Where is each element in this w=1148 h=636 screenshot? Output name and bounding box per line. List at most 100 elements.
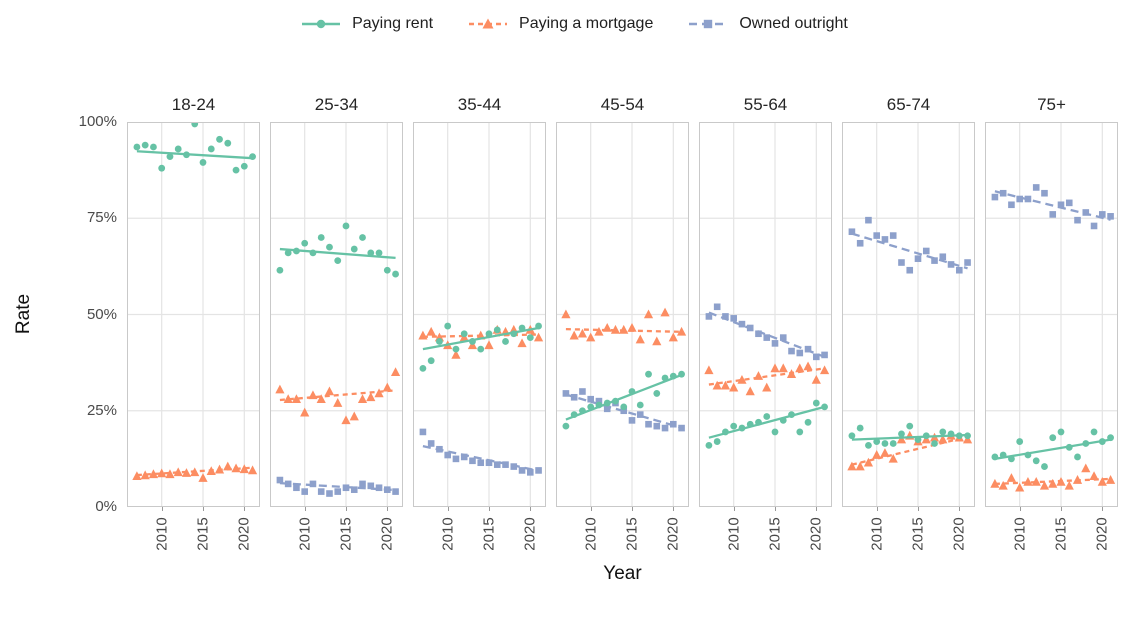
data-point-owned [889,232,897,239]
data-point-rent [249,153,256,161]
data-point-rent [469,338,476,345]
data-point-owned [1032,184,1040,191]
data-point-owned [620,407,628,415]
data-point-owned [645,420,652,428]
data-point-rent [804,418,812,426]
y-tick-label: 100% [78,113,117,130]
data-point-rent [444,322,452,330]
trend-line-owned [994,190,1111,221]
data-point-mortgage [712,380,722,390]
facet-strip-label: 18-24 [171,95,216,114]
x-tick-label: 2015 [623,517,641,551]
data-point-owned [301,488,308,495]
data-point-rent [705,442,713,449]
data-point-owned [587,395,594,403]
data-point-owned [678,424,685,432]
data-point-rent [317,234,325,241]
y-tick-label: 50% [86,305,117,323]
data-point-rent [436,338,443,345]
data-point-rent [763,413,771,420]
x-tick-label: 2010 [868,517,886,551]
data-point-rent [359,234,366,241]
data-point-owned [309,480,317,488]
data-point-mortgage [382,382,392,392]
legend-item-owned-outright: Owned outright [687,15,848,33]
data-point-owned [1090,222,1098,230]
data-point-owned [317,488,325,495]
data-point-rent [375,249,383,257]
data-point-rent [889,440,897,447]
data-point-mortgage [778,363,788,373]
data-point-mortgage [998,480,1008,490]
facet-plot-panel [842,122,975,507]
x-tick-mark [530,507,532,511]
facet-75+: 75+ 2010 2015 2020 [985,88,1118,561]
data-point-mortgage [132,471,142,480]
x-tick-mark [959,507,961,511]
data-point-owned [788,347,795,355]
data-point-owned [821,351,828,359]
x-tick-mark [632,507,633,511]
data-point-owned [636,411,644,418]
data-point-rent [713,438,721,445]
x-tick-mark [876,507,878,511]
x-tick-mark [161,507,163,511]
trend-line-rent [422,326,539,351]
data-point-rent [419,365,427,372]
data-point-mortgage [577,328,588,338]
data-point-rent [865,442,872,449]
x-tick-label: 2020 [1093,517,1111,551]
data-point-owned [670,420,677,428]
data-point-rent [796,428,804,436]
x-tick-mark [244,507,246,511]
data-point-owned [510,463,518,470]
data-point-rent [535,322,542,330]
data-point-mortgage [762,382,772,392]
data-point-mortgage [275,384,285,394]
data-point-owned [1049,211,1057,218]
x-tick-mark [447,507,449,511]
data-point-mortgage [704,365,714,375]
data-point-owned [284,480,292,488]
x-tick-label: 2010 [439,517,457,551]
x-tick-mark [203,507,204,511]
x-tick-label: 2015 [480,517,498,551]
facet-18-24: 18-24 2010 2015 2020 [127,88,260,561]
data-point-mortgage [214,464,225,474]
data-point-owned [419,428,427,436]
data-point-mortgage [1023,476,1033,486]
data-point-mortgage [333,398,343,407]
data-point-rent [628,388,636,395]
data-point-mortgage [451,349,461,359]
data-point-rent [1074,453,1081,461]
data-point-mortgage [569,330,579,340]
data-point-rent [991,453,999,461]
x-axis-ticks: 2010 2015 2020 [413,507,546,561]
data-point-rent [216,135,223,143]
data-point-rent [669,372,677,380]
data-point-owned [427,440,435,447]
x-axis-ticks: 2010 2015 2020 [699,507,832,561]
data-point-mortgage [737,374,747,384]
data-point-mortgage [1015,482,1025,492]
facet-plot-panel [270,122,403,507]
y-tick-label: 0% [95,498,117,515]
data-point-owned [603,405,611,413]
data-point-mortgage [165,469,175,479]
x-axis-ticks: 2010 2015 2020 [985,507,1118,561]
data-point-rent [367,249,375,257]
data-point-owned [1074,216,1081,224]
data-point-rent [207,145,215,153]
data-point-mortgage [676,326,687,336]
data-point-owned [628,417,636,424]
x-tick-label: 2015 [766,517,784,551]
data-point-rent [485,330,493,338]
data-point-owned [763,334,771,341]
data-point-rent [939,428,947,436]
data-point-owned [653,422,661,430]
data-point-rent [603,399,611,407]
data-point-owned [1041,189,1048,197]
data-point-rent [293,247,300,255]
data-point-rent [771,428,779,436]
data-point-rent [183,151,190,159]
